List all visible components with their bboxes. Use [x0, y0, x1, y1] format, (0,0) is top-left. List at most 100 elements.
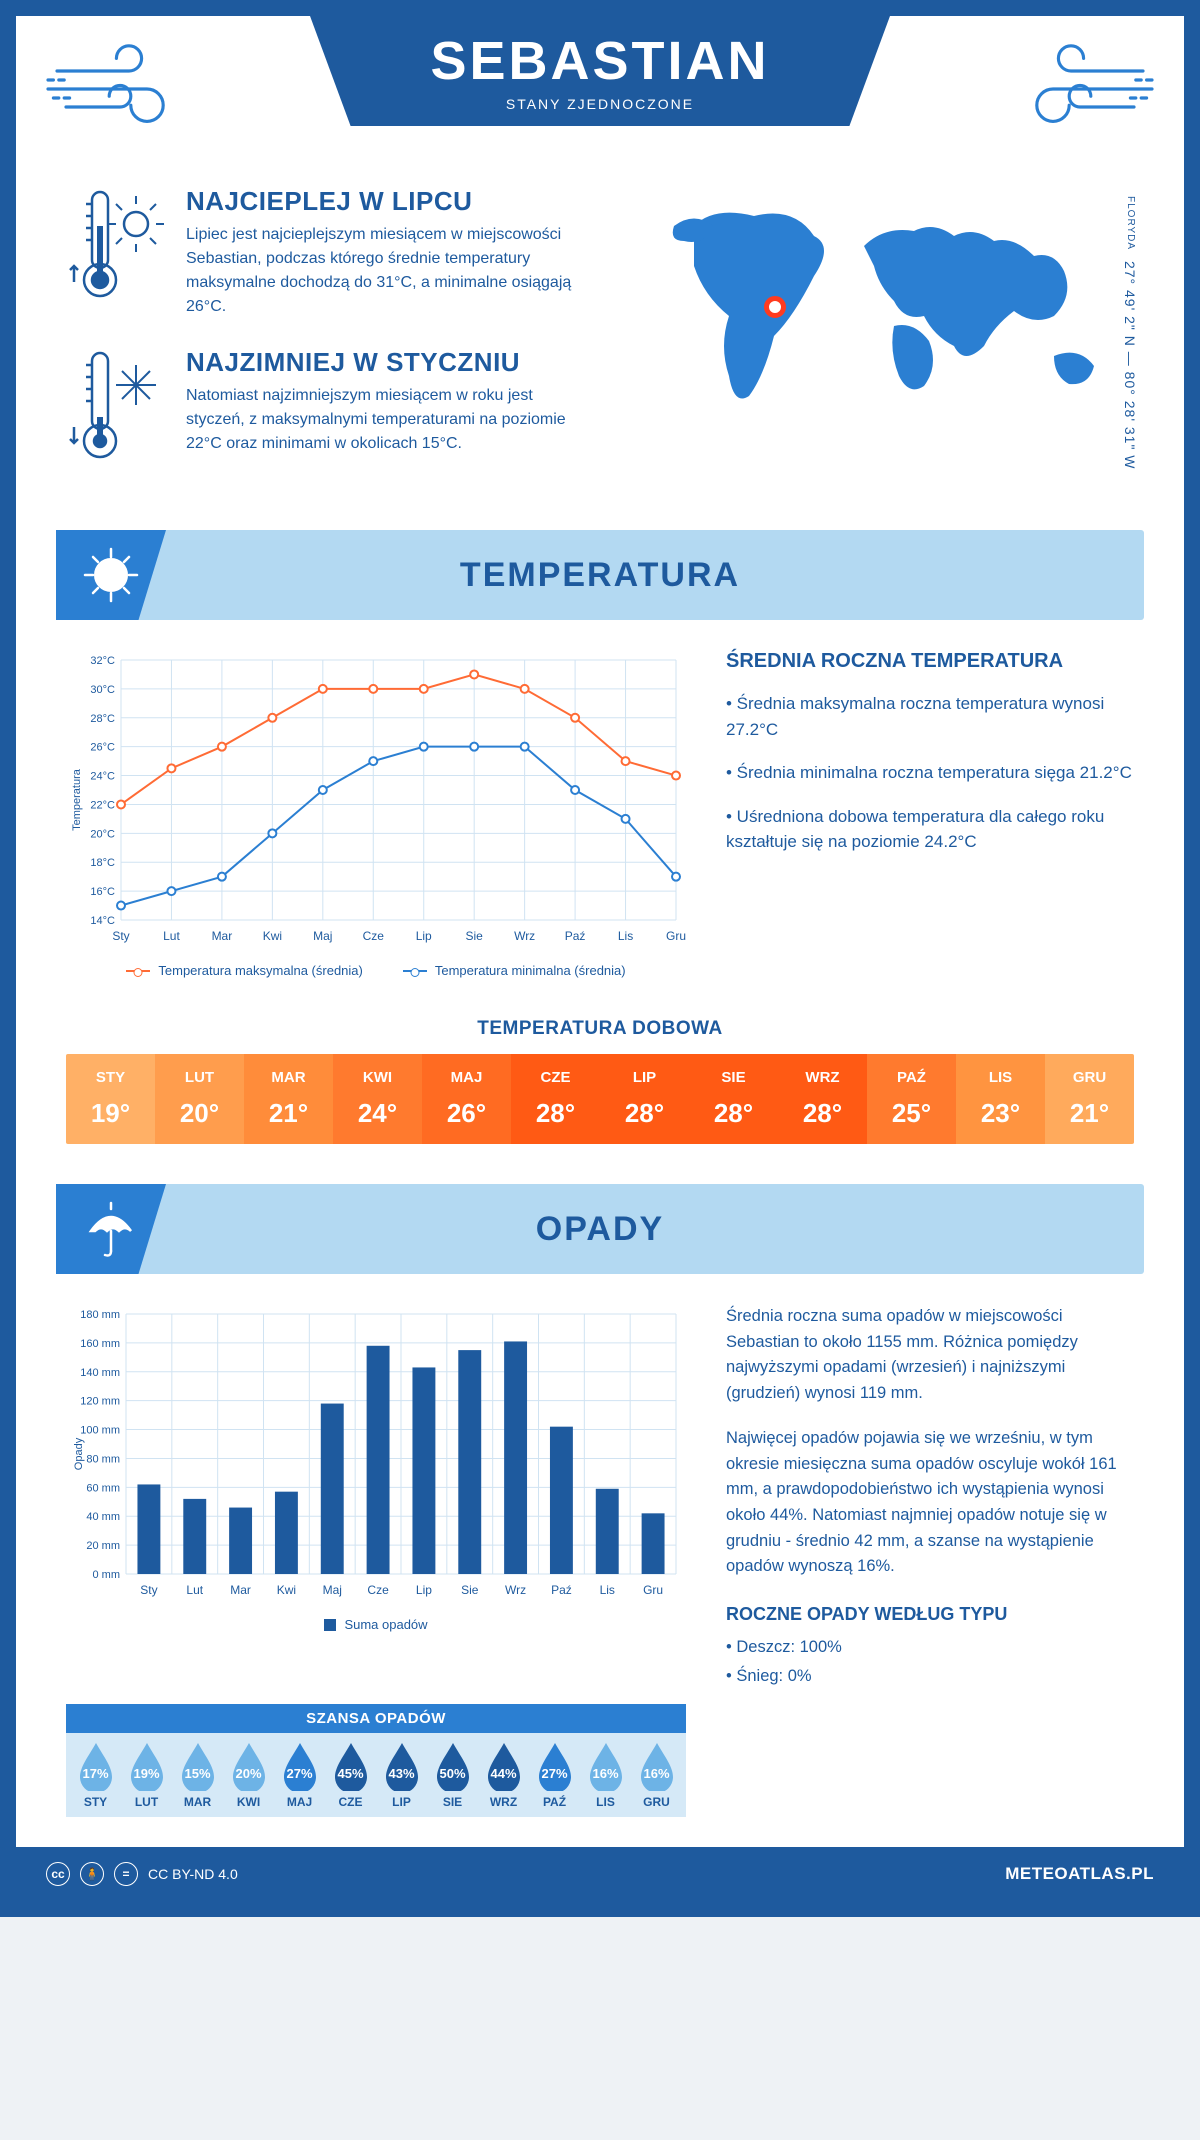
- cold-text: Natomiast najzimniejszym miesiącem w rok…: [186, 384, 586, 456]
- daily-value: 20°: [180, 1098, 219, 1129]
- svg-text:Sie: Sie: [461, 1583, 479, 1597]
- svg-text:Lut: Lut: [186, 1583, 203, 1597]
- raindrop-icon: 43%: [382, 1741, 422, 1791]
- temperature-section-header: TEMPERATURA: [56, 530, 1144, 620]
- legend-min: Temperatura minimalna (średnia): [435, 963, 626, 978]
- raindrop-icon: 27%: [280, 1741, 320, 1791]
- svg-text:Kwi: Kwi: [263, 929, 282, 943]
- sun-flag-icon: [56, 530, 166, 620]
- chance-month: KWI: [237, 1795, 260, 1809]
- daily-month: LIP: [633, 1069, 656, 1086]
- chance-value: 27%: [286, 1766, 312, 1781]
- daily-month: PAŹ: [897, 1069, 926, 1086]
- svg-text:24°C: 24°C: [90, 771, 115, 783]
- svg-text:Temperatura: Temperatura: [71, 768, 83, 831]
- raindrop-icon: 19%: [127, 1741, 167, 1791]
- daily-cell: CZE28°: [511, 1054, 600, 1144]
- chance-month: CZE: [339, 1795, 363, 1809]
- raindrop-icon: 16%: [586, 1741, 626, 1791]
- svg-text:Lut: Lut: [163, 929, 180, 943]
- umbrella-flag-icon: [56, 1184, 166, 1274]
- daily-value: 24°: [358, 1098, 397, 1129]
- daily-cell: WRZ28°: [778, 1054, 867, 1144]
- temperature-line-chart: 14°C16°C18°C20°C22°C24°C26°C28°C30°C32°C…: [66, 650, 686, 950]
- hot-block: NAJCIEPLEJ W LIPCU Lipiec jest najcieple…: [66, 186, 594, 319]
- precip-text-1: Średnia roczna suma opadów w miejscowośc…: [726, 1304, 1134, 1406]
- daily-month: WRZ: [805, 1069, 839, 1086]
- inner: SEBASTIAN STANY ZJEDNOCZONE: [16, 16, 1184, 1847]
- daily-month: GRU: [1073, 1069, 1106, 1086]
- svg-text:Gru: Gru: [643, 1583, 663, 1597]
- daily-temp-strip: STY19°LUT20°MAR21°KWI24°MAJ26°CZE28°LIP2…: [66, 1054, 1134, 1144]
- chance-month: SIE: [443, 1795, 462, 1809]
- precip-text-2: Najwięcej opadów pojawia się we wrześniu…: [726, 1426, 1134, 1579]
- daily-value: 28°: [536, 1098, 575, 1129]
- chance-cell: 50% SIE: [427, 1741, 478, 1809]
- svg-text:Mar: Mar: [212, 929, 233, 943]
- daily-cell: MAR21°: [244, 1054, 333, 1144]
- daily-cell: LUT 20°: [155, 1054, 244, 1144]
- daily-cell: KWI24°: [333, 1054, 422, 1144]
- svg-text:0 mm: 0 mm: [93, 1569, 121, 1581]
- raindrop-icon: 45%: [331, 1741, 371, 1791]
- site-name: METEOATLAS.PL: [1005, 1864, 1154, 1884]
- svg-text:14°C: 14°C: [90, 915, 115, 927]
- daily-month: MAR: [271, 1069, 305, 1086]
- daily-month: MAJ: [451, 1069, 483, 1086]
- svg-text:Sie: Sie: [466, 929, 484, 943]
- chance-cell: 27% PAŹ: [529, 1741, 580, 1809]
- chance-cell: 15% MAR: [172, 1741, 223, 1809]
- precipitation-area: 0 mm20 mm40 mm60 mm80 mm100 mm120 mm140 …: [16, 1274, 1184, 1704]
- svg-text:Kwi: Kwi: [277, 1583, 296, 1597]
- thermometer-cold-icon: [66, 347, 166, 472]
- wind-icon-right: [1024, 44, 1154, 134]
- precipitation-chart: 0 mm20 mm40 mm60 mm80 mm100 mm120 mm140 …: [66, 1304, 686, 1694]
- footer: cc 🧍 = CC BY-ND 4.0 METEOATLAS.PL: [16, 1847, 1184, 1901]
- svg-text:Cze: Cze: [367, 1583, 389, 1597]
- svg-text:Maj: Maj: [323, 1583, 342, 1597]
- chance-value: 16%: [592, 1766, 618, 1781]
- intro-left: NAJCIEPLEJ W LIPCU Lipiec jest najcieple…: [66, 186, 594, 500]
- chance-month: GRU: [643, 1795, 670, 1809]
- coords-text: 27° 49' 2" N — 80° 28' 31" W: [1122, 261, 1138, 470]
- svg-text:16°C: 16°C: [90, 886, 115, 898]
- svg-text:Maj: Maj: [313, 929, 332, 943]
- hot-text: Lipiec jest najcieplejszym miesiącem w m…: [186, 223, 586, 319]
- svg-text:22°C: 22°C: [90, 799, 115, 811]
- chance-cell: 43% LIP: [376, 1741, 427, 1809]
- cold-heading: NAJZIMNIEJ W STYCZNIU: [186, 347, 586, 378]
- svg-text:Wrz: Wrz: [505, 1583, 526, 1597]
- daily-month: LUT: [185, 1069, 214, 1086]
- nd-icon: =: [114, 1862, 138, 1886]
- chance-month: MAR: [184, 1795, 211, 1809]
- page-title: SEBASTIAN: [430, 30, 769, 92]
- daily-cell: LIS23°: [956, 1054, 1045, 1144]
- license: cc 🧍 = CC BY-ND 4.0: [46, 1862, 238, 1886]
- svg-text:20 mm: 20 mm: [86, 1540, 120, 1552]
- chance-cell: 45% CZE: [325, 1741, 376, 1809]
- raindrop-icon: 17%: [76, 1741, 116, 1791]
- chance-month: PAŹ: [543, 1795, 566, 1809]
- svg-text:40 mm: 40 mm: [86, 1511, 120, 1523]
- temp-summary-heading: ŚREDNIA ROCZNA TEMPERATURA: [726, 650, 1134, 673]
- coordinates: FLORYDA 27° 49' 2" N — 80° 28' 31" W: [1122, 196, 1138, 470]
- svg-text:Sty: Sty: [140, 1583, 157, 1597]
- svg-text:32°C: 32°C: [90, 655, 115, 667]
- chance-value: 50%: [439, 1766, 465, 1781]
- chance-value: 16%: [643, 1766, 669, 1781]
- by-icon: 🧍: [80, 1862, 104, 1886]
- precipitation-legend: Suma opadów: [66, 1617, 686, 1632]
- wind-icon-left: [46, 44, 176, 134]
- page-subtitle: STANY ZJEDNOCZONE: [506, 96, 694, 112]
- temp-summary-item: • Uśredniona dobowa temperatura dla całe…: [726, 804, 1134, 855]
- svg-text:18°C: 18°C: [90, 857, 115, 869]
- svg-text:160 mm: 160 mm: [80, 1338, 120, 1350]
- chance-value: 15%: [184, 1766, 210, 1781]
- raindrop-icon: 27%: [535, 1741, 575, 1791]
- chance-cell: 16% LIS: [580, 1741, 631, 1809]
- precipitation-summary: Średnia roczna suma opadów w miejscowośc…: [726, 1304, 1134, 1694]
- precipitation-bar-chart: 0 mm20 mm40 mm60 mm80 mm100 mm120 mm140 …: [66, 1304, 686, 1604]
- daily-value: 28°: [714, 1098, 753, 1129]
- temperature-chart: 14°C16°C18°C20°C22°C24°C26°C28°C30°C32°C…: [66, 650, 686, 978]
- temperature-area: 14°C16°C18°C20°C22°C24°C26°C28°C30°C32°C…: [16, 620, 1184, 998]
